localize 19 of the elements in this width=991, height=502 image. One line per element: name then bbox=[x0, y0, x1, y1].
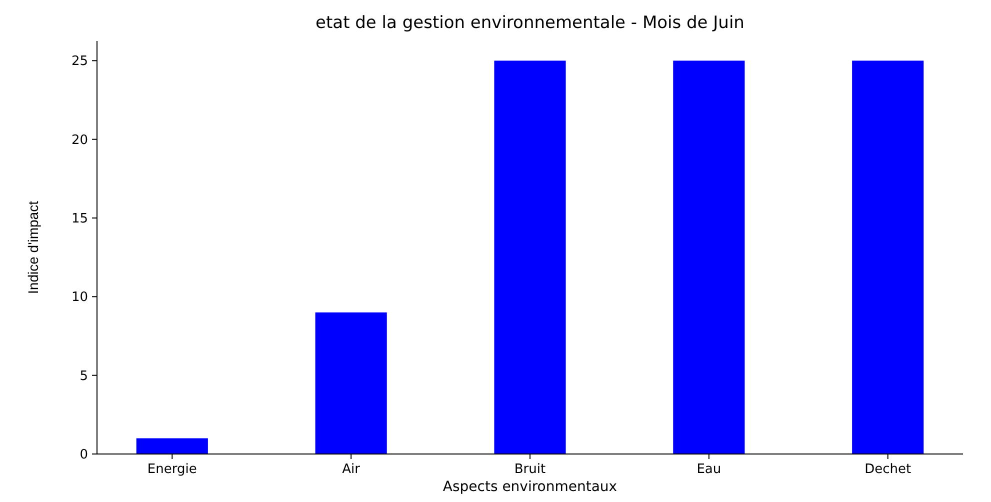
y-tick-label: 20 bbox=[71, 132, 88, 148]
x-tick-label: Energie bbox=[147, 462, 197, 477]
y-axis-title: Indice d'impact bbox=[25, 200, 41, 294]
y-tick-label: 15 bbox=[71, 212, 88, 227]
y-tick-label: 10 bbox=[71, 290, 88, 306]
y-tick-label: 25 bbox=[71, 54, 88, 70]
bar bbox=[136, 438, 208, 454]
x-axis-title: Aspects environmentaux bbox=[442, 479, 618, 495]
bar bbox=[673, 60, 745, 454]
x-tick-label: Eau bbox=[696, 462, 722, 477]
y-tick-label: 0 bbox=[80, 448, 88, 463]
y-tick-label: 5 bbox=[80, 368, 88, 384]
x-tick-label: Air bbox=[342, 462, 361, 477]
x-tick-label: Bruit bbox=[514, 462, 546, 477]
bar bbox=[494, 60, 566, 454]
chart-title: etat de la gestion environnementale - Mois de Juin bbox=[316, 13, 744, 33]
bar bbox=[315, 312, 387, 454]
bar bbox=[852, 60, 924, 454]
x-tick-label: Dechet bbox=[864, 462, 912, 477]
